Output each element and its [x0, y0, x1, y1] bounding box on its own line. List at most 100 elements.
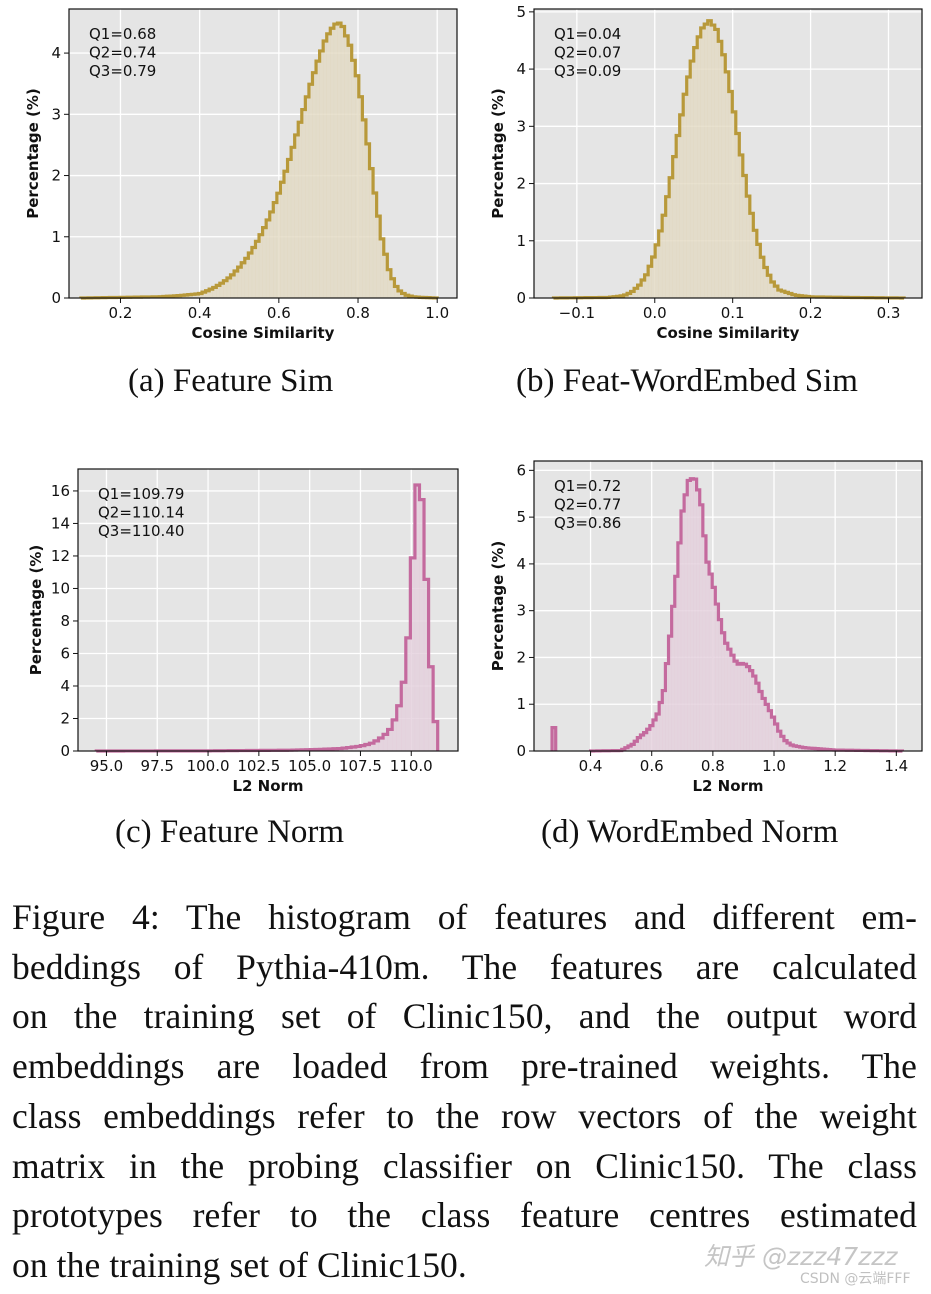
y-tick-label: 4 — [516, 555, 526, 573]
histogram-fill — [80, 23, 438, 298]
y-axis-ticks: 0 1 2 3 4 5 — [516, 3, 534, 307]
x-tick-label: 0.6 — [640, 757, 664, 775]
histogram-outline — [588, 477, 905, 753]
chart-panel-c: 95.0 97.5 100.0 102.5 105.0 107.5 110.0 0 2 4 6 8 10… — [0, 0, 465, 800]
x-tick-label: 102.5 — [237, 757, 280, 775]
figure-caption: Figure 4: The histogram of features and … — [12, 893, 917, 1291]
chart-panel-d: 0.4 0.6 0.8 1.0 1.2 1.4 0 1 2 3 4 5 6 L2 Norm Percenta… — [489, 460, 923, 795]
quartile-text: Q3=110.40 — [98, 522, 184, 540]
y-tick-label: 5 — [516, 508, 526, 526]
axes-frame — [533, 460, 923, 752]
x-axis-label: L2 Norm — [692, 777, 763, 795]
histogram-feature-norm: 95.0 97.5 100.0 102.5 105.0 107.5 110.0 0 2 4 6 8 10… — [27, 468, 459, 795]
x-tick-label: 0.4 — [579, 757, 603, 775]
histogram-outline — [79, 21, 439, 300]
y-tick-label: 3 — [516, 602, 526, 620]
x-tick-label: 0.1 — [721, 304, 745, 322]
x-tick-label: 95.0 — [90, 757, 123, 775]
watermark-zhihu: 知乎 @zzz47zzz — [704, 1242, 898, 1271]
y-axis-label: Percentage (%) — [489, 541, 507, 671]
watermark-csdn: CSDN @云端FFF — [800, 1271, 911, 1287]
y-tick-label: 0 — [51, 289, 61, 307]
y-tick-label: 12 — [51, 547, 70, 565]
y-tick-label: 1 — [516, 695, 526, 713]
subcaption-a: (a) Feature Sim — [128, 363, 334, 399]
y-tick-label: 2 — [60, 709, 70, 727]
quartile-text: Q1=0.68 — [89, 25, 156, 43]
x-tick-label: 1.4 — [884, 757, 908, 775]
quartile-text: Q3=0.79 — [89, 62, 156, 80]
subcaption-d: (d) WordEmbed Norm — [541, 814, 839, 850]
quartile-text: Q3=0.09 — [554, 62, 621, 80]
quartile-text: Q2=0.07 — [554, 44, 621, 62]
caption-line: prototypes refer to the class feature ce… — [12, 1195, 917, 1236]
subcaption-b: (b) Feat-WordEmbed Sim — [516, 363, 858, 399]
quartile-text: Q1=0.04 — [554, 25, 621, 43]
x-axis-label: L2 Norm — [232, 777, 303, 795]
y-tick-label: 6 — [516, 461, 526, 479]
x-tick-label: 0.2 — [799, 304, 823, 322]
x-tick-label: 1.2 — [823, 757, 847, 775]
x-tick-label: 97.5 — [141, 757, 174, 775]
caption-line: beddings of Pythia-410m. The features ar… — [12, 946, 917, 987]
x-tick-label: 0.2 — [109, 304, 133, 322]
y-tick-label: 3 — [516, 117, 526, 135]
y-axis-ticks: 0 1 2 3 4 5 6 — [516, 461, 534, 760]
x-tick-label: 110.0 — [390, 757, 433, 775]
y-axis-label: Percentage (%) — [489, 88, 507, 218]
y-tick-label: 2 — [51, 167, 61, 185]
quartile-text: Q1=109.79 — [98, 485, 184, 503]
y-tick-label: 1 — [516, 232, 526, 250]
x-axis-ticks: 95.0 97.5 100.0 102.5 105.0 107.5 110.0 — [90, 751, 433, 775]
caption-line: matrix in the probing classifier on Clin… — [12, 1145, 917, 1186]
caption-line: on the training set of Clinic150, and th… — [12, 996, 917, 1037]
plot-area — [78, 469, 458, 751]
x-tick-label: 0.4 — [188, 304, 212, 322]
y-axis-ticks: 0 1 2 3 4 — [51, 44, 69, 307]
chart-panel-a: 0.2 0.4 0.6 0.8 1.0 0 1 2 3 4 Cosine Similarity Per… — [0, 0, 465, 350]
caption-line: embeddings are loaded from pre-trained w… — [12, 1046, 917, 1087]
x-tick-label: 105.0 — [288, 757, 331, 775]
x-tick-label: 107.5 — [339, 757, 382, 775]
x-axis-ticks: −0.1 0.0 0.1 0.2 0.3 — [559, 298, 900, 322]
x-axis-label: Cosine Similarity — [192, 324, 335, 342]
y-tick-label: 10 — [51, 579, 70, 597]
histogram-outline — [551, 19, 906, 300]
y-axis-label: Percentage (%) — [27, 545, 45, 675]
y-axis-ticks: 0 2 4 6 8 10 12 14 16 — [51, 482, 78, 760]
axes-frame — [77, 468, 459, 752]
y-tick-label: 3 — [51, 105, 61, 123]
y-tick-label: 0 — [516, 289, 526, 307]
x-tick-label: 0.6 — [267, 304, 291, 322]
histogram-feat-wordembed-sim: −0.1 0.0 0.1 0.2 0.3 0 1 2 3 4 5 Cosine Similarity P… — [489, 3, 923, 342]
x-tick-label: 0.8 — [346, 304, 370, 322]
caption-line: Figure 4: The histogram of features and … — [12, 897, 917, 937]
axes-frame — [533, 8, 923, 299]
histogram-outlier-bin — [550, 726, 558, 751]
y-tick-label: 2 — [516, 175, 526, 193]
quartile-text: Q2=0.77 — [554, 496, 621, 514]
y-tick-label: 1 — [51, 228, 61, 246]
chart-panel-b: −0.1 0.0 0.1 0.2 0.3 0 1 2 3 4 5 Cosine Similarity P… — [0, 0, 931, 350]
x-tick-label: −0.1 — [559, 304, 595, 322]
subcaption-c: (c) Feature Norm — [115, 814, 345, 850]
x-axis-label: Cosine Similarity — [657, 324, 800, 342]
y-tick-label: 14 — [51, 514, 70, 532]
quartile-text: Q2=0.74 — [89, 44, 156, 62]
y-tick-label: 0 — [60, 742, 70, 760]
y-tick-label: 16 — [51, 482, 70, 500]
y-tick-label: 2 — [516, 648, 526, 666]
x-tick-label: 1.0 — [762, 757, 786, 775]
y-tick-label: 6 — [60, 644, 70, 662]
quartile-text: Q3=0.86 — [554, 514, 621, 532]
y-tick-label: 5 — [516, 3, 526, 21]
histogram-wordembed-norm: 0.4 0.6 0.8 1.0 1.2 1.4 0 1 2 3 4 5 6 L2 Norm Percenta… — [489, 460, 923, 795]
y-tick-label: 8 — [60, 612, 70, 630]
y-tick-label: 0 — [516, 742, 526, 760]
x-axis-ticks: 0.2 0.4 0.6 0.8 1.0 — [109, 298, 449, 322]
histogram-fill — [553, 20, 905, 299]
